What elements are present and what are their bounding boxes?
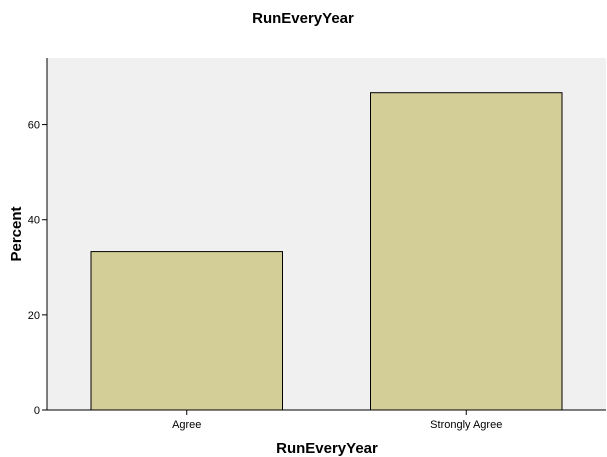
- y-axis-label: Percent: [8, 206, 25, 261]
- x-ticks-layer: Agree Strongly Agree: [172, 410, 502, 431]
- y-tick-label: 40: [28, 215, 40, 227]
- y-tick-label: 20: [28, 310, 40, 322]
- x-tick-label: Agree: [172, 419, 201, 431]
- y-tick-label: 60: [28, 120, 40, 132]
- bars-layer: [90, 92, 563, 411]
- chart-title: RunEveryYear: [252, 10, 354, 27]
- y-tick-label: 0: [34, 405, 40, 417]
- x-axis-label: RunEveryYear: [276, 440, 378, 457]
- bar-strongly-agree: [370, 92, 563, 411]
- bar-agree: [90, 251, 283, 411]
- y-ticks-layer: 0 20 40 60: [28, 120, 47, 417]
- x-tick-label: Strongly Agree: [430, 419, 502, 431]
